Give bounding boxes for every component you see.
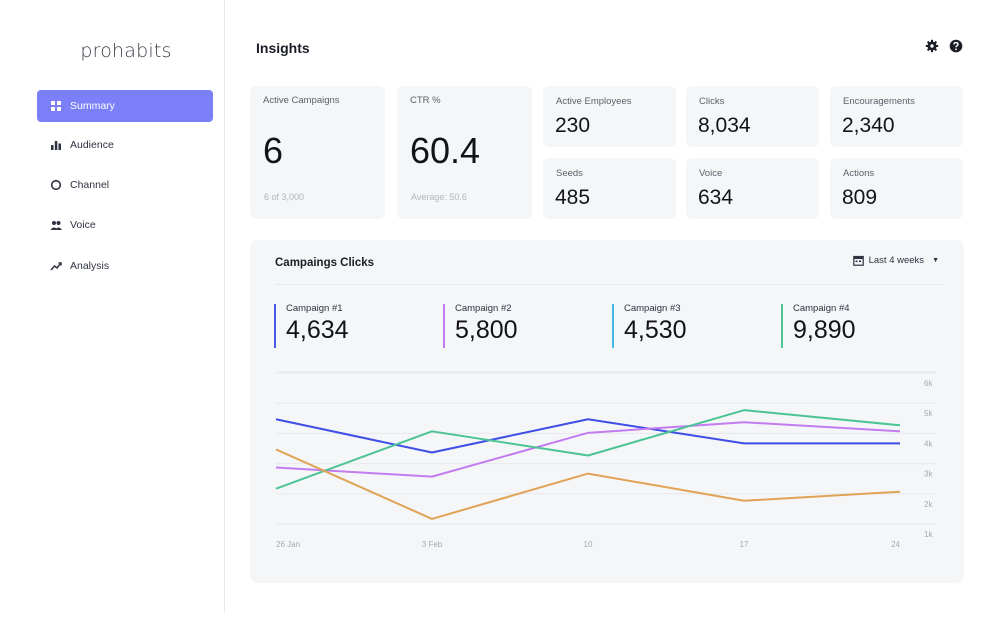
stat-value: 809 [842,186,878,209]
sidebar-item-label: Audience [70,139,114,151]
stat-value: 60.4 [410,130,481,171]
page-title: Insights [256,40,310,56]
campaign-label: Campaign #2 [455,303,512,314]
campaign-value: 4,634 [286,316,349,344]
campaign-value: 5,800 [455,316,518,344]
stat-value: 8,034 [698,114,751,137]
stat-subtext: Average: 50.6 [411,192,467,202]
campaign-summary-3: Campaign #3 4,530 [612,303,687,348]
sidebar-item-label: Voice [70,219,96,231]
stat-label: CTR % [410,95,441,106]
circle-icon [49,178,63,192]
divider [275,284,942,285]
stat-value: 634 [698,186,734,209]
campaign-value: 4,530 [624,316,687,344]
trend-icon [49,259,63,273]
campaign-summary-1: Campaign #1 4,634 [274,303,349,348]
calendar-icon [852,255,864,266]
seeds-card: Seeds 485 [543,158,676,219]
stat-value: 2,340 [842,114,895,137]
stat-label: Voice [699,168,723,179]
grid-icon [49,99,63,113]
stat-value: 6 [263,130,284,171]
campaign-clicks-panel: Campaings Clicks Last 4 weeks ▼ [250,240,964,583]
stat-value: 230 [555,114,591,137]
sidebar-item-analysis[interactable]: Analysis [37,250,213,282]
ctr-card: CTR % 60.4 Average: 50.6 [397,86,532,219]
campaign-summary-4: Campaign #4 9,890 [781,303,856,348]
active-campaigns-card: Active Campaigns 6 6 of 3,000 [250,86,385,219]
people-icon [49,218,63,232]
date-range-select[interactable]: Last 4 weeks ▼ [852,255,939,266]
active-employees-card: Active Employees 230 [543,86,676,147]
sidebar-item-channel[interactable]: Channel [37,169,213,201]
sidebar-item-voice[interactable]: Voice [37,209,213,241]
sidebar-item-audience[interactable]: Audience [37,129,213,161]
app-logo: prohabits [80,40,172,62]
stat-label: Active Campaigns [263,95,340,106]
sidebar-item-label: Summary [70,100,115,112]
stat-label: Encouragements [843,96,915,107]
sidebar: prohabits Summary Audience Channel Voice… [0,0,225,612]
sidebar-item-label: Channel [70,179,110,191]
gear-icon[interactable] [925,39,939,53]
bar-chart-icon [49,138,63,152]
panel-title: Campaings Clicks [275,257,375,269]
date-range-value: Last 4 weeks [868,255,925,266]
stat-value: 485 [555,186,591,209]
actions-card: Actions 809 [830,158,963,219]
campaign-label: Campaign #4 [793,303,850,314]
stat-label: Clicks [699,96,725,107]
stat-label: Active Employees [556,96,632,107]
campaign-summary-2: Campaign #2 5,800 [443,303,518,348]
help-icon[interactable] [949,39,963,53]
campaign-label: Campaign #1 [286,303,343,314]
stat-subtext: 6 of 3,000 [264,192,305,202]
stat-label: Seeds [556,168,583,179]
clicks-card: Clicks 8,034 [686,86,819,147]
campaign-label: Campaign #3 [624,303,681,314]
sidebar-item-label: Analysis [70,260,110,272]
sidebar-item-summary[interactable]: Summary [37,90,213,122]
campaign-value: 9,890 [793,316,856,344]
encouragements-card: Encouragements 2,340 [830,86,963,147]
voice-card: Voice 634 [686,158,819,219]
stat-label: Actions [843,168,875,179]
chevron-down-icon: ▼ [932,257,939,264]
